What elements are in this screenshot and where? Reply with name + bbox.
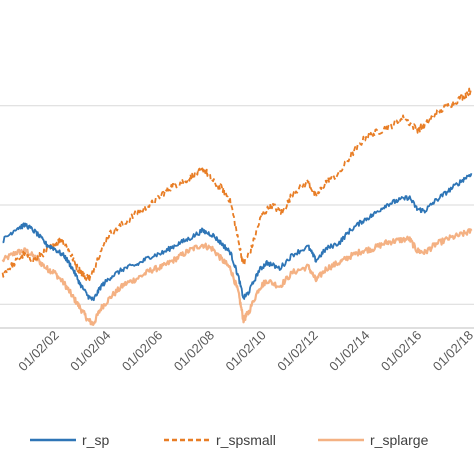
x-tick-label: 01/02/16 <box>378 328 424 374</box>
x-tick-label: 01/02/04 <box>67 328 113 374</box>
series-line-r_spsmall <box>1 87 473 282</box>
series-line-r_splarge <box>1 228 473 326</box>
x-tick-label: 01/02/08 <box>171 328 217 374</box>
legend-label-r_sp: r_sp <box>82 432 109 448</box>
x-tick-label: 01/02/14 <box>326 328 372 374</box>
legend-label-r_spsmall: r_spsmall <box>216 432 276 448</box>
series-lines <box>1 87 473 326</box>
x-tick-label: 01/02/10 <box>223 328 269 374</box>
x-tick-label: 01/02/02 <box>15 328 61 374</box>
x-tick-label: 01/02/18 <box>430 328 474 374</box>
x-tick-labels: 01/02/0001/02/0201/02/0401/02/0601/02/08… <box>15 328 474 374</box>
legend: r_sp r_spsmall r_splarge <box>30 432 429 448</box>
x-tick-label: 01/02/06 <box>119 328 165 374</box>
series-line-r_sp <box>2 173 473 302</box>
x-tick-label: 01/02/12 <box>274 328 320 374</box>
legend-label-r_splarge: r_splarge <box>370 432 429 448</box>
